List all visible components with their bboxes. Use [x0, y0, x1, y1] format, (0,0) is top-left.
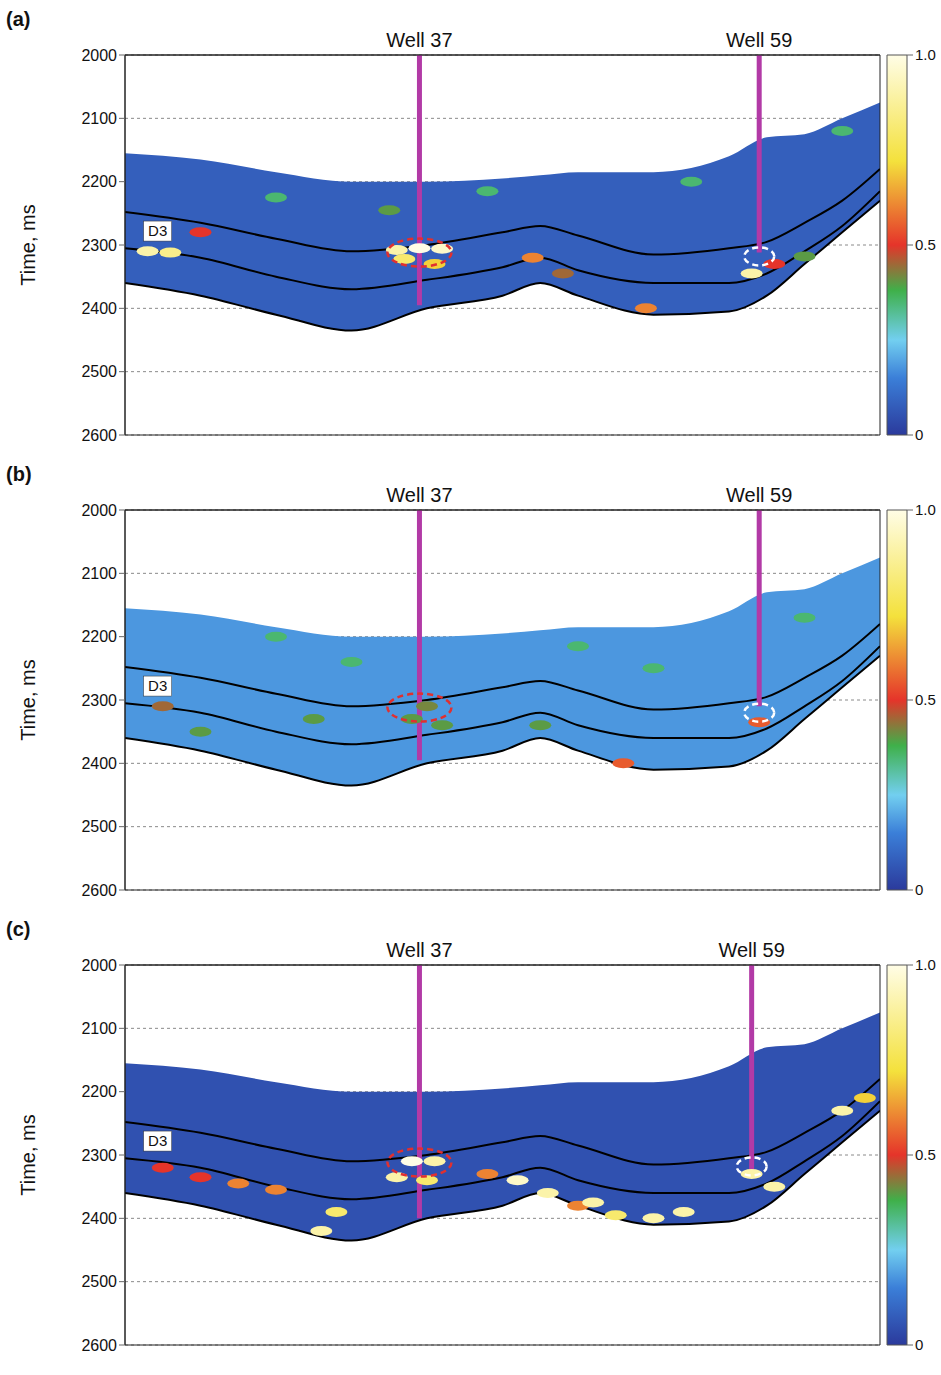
svg-text:2600: 2600 [81, 427, 117, 444]
svg-text:Well 59: Well 59 [726, 484, 792, 506]
svg-text:2300: 2300 [81, 1147, 117, 1164]
svg-text:Time, ms: Time, ms [17, 1114, 39, 1195]
svg-text:2300: 2300 [81, 237, 117, 254]
svg-text:2000: 2000 [81, 957, 117, 974]
svg-text:Time, ms: Time, ms [17, 204, 39, 285]
svg-text:2400: 2400 [81, 755, 117, 772]
svg-text:Well 37: Well 37 [386, 484, 452, 506]
svg-text:2500: 2500 [81, 363, 117, 380]
svg-text:2600: 2600 [81, 882, 117, 899]
svg-text:Well 37: Well 37 [386, 939, 452, 961]
svg-text:2200: 2200 [81, 173, 117, 190]
svg-text:2600: 2600 [81, 1337, 117, 1354]
svg-text:1.0: 1.0 [915, 956, 936, 973]
svg-text:2400: 2400 [81, 300, 117, 317]
svg-text:2400: 2400 [81, 1210, 117, 1227]
svg-text:Time, ms: Time, ms [17, 659, 39, 740]
svg-text:2500: 2500 [81, 818, 117, 835]
svg-text:2000: 2000 [81, 47, 117, 64]
html-text:(b): (b) [6, 463, 32, 485]
svg-text:D3: D3 [148, 1132, 167, 1149]
svg-text:0.5: 0.5 [915, 1146, 936, 1163]
svg-text:Well 59: Well 59 [718, 939, 784, 961]
svg-text:D3: D3 [148, 222, 167, 239]
svg-text:2200: 2200 [81, 628, 117, 645]
svg-text:2200: 2200 [81, 1083, 117, 1100]
svg-text:1.0: 1.0 [915, 501, 936, 518]
svg-text:2300: 2300 [81, 692, 117, 709]
svg-text:1.0: 1.0 [915, 46, 936, 63]
svg-text:2100: 2100 [81, 1020, 117, 1037]
html-text:(c): (c) [6, 918, 31, 940]
svg-text:2000: 2000 [81, 502, 117, 519]
html-text:(a): (a) [6, 8, 31, 30]
svg-text:Well 59: Well 59 [726, 29, 792, 51]
svg-text:0: 0 [915, 426, 923, 443]
svg-text:Well 37: Well 37 [386, 29, 452, 51]
svg-text:0.5: 0.5 [915, 236, 936, 253]
svg-text:2100: 2100 [81, 565, 117, 582]
svg-text:2100: 2100 [81, 110, 117, 127]
svg-text:D3: D3 [148, 677, 167, 694]
svg-text:0.5: 0.5 [915, 691, 936, 708]
svg-text:0: 0 [915, 881, 923, 898]
svg-text:0: 0 [915, 1336, 923, 1353]
svg-text:2500: 2500 [81, 1273, 117, 1290]
